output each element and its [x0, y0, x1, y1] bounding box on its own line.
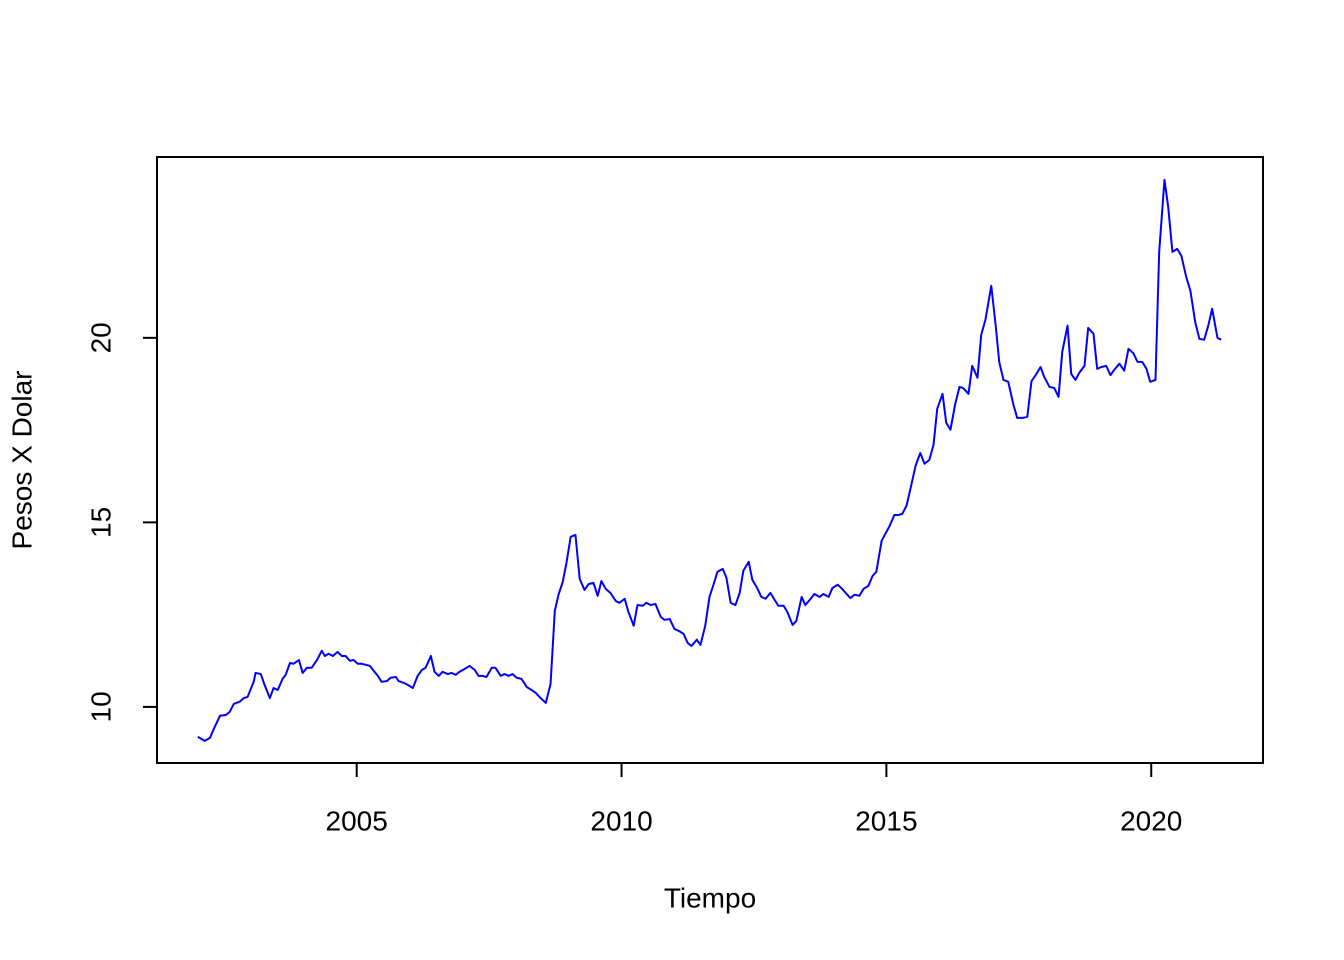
x-tick-label: 2005	[326, 805, 388, 836]
y-tick-label: 15	[85, 507, 116, 538]
series-line	[197, 178, 1222, 742]
y-tick-label: 10	[85, 691, 116, 722]
x-tick-label: 2010	[590, 805, 652, 836]
plot-box	[156, 156, 1264, 764]
x-tick-label: 2020	[1120, 805, 1182, 836]
x-tick-label: 2015	[855, 805, 917, 836]
y-tick-label: 20	[85, 322, 116, 353]
y-axis-label: Pesos X Dolar	[6, 371, 37, 550]
x-axis-label: Tiempo	[664, 882, 756, 913]
